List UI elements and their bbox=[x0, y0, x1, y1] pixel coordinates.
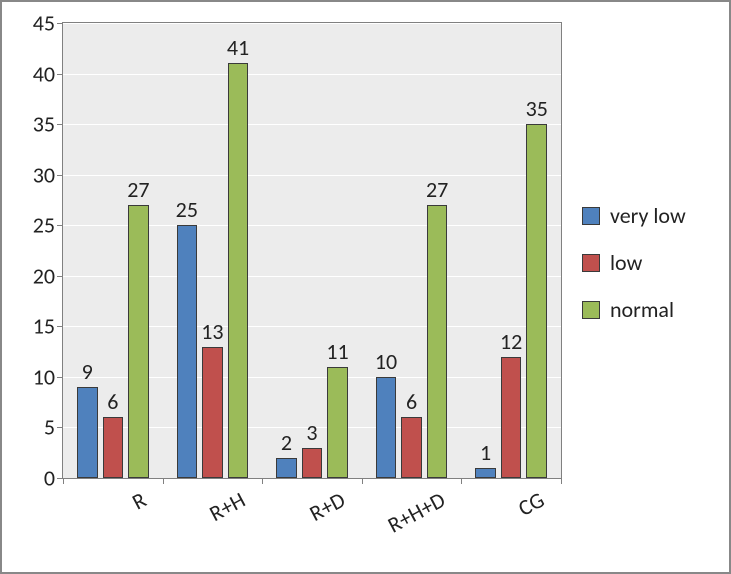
y-tick-label: 45 bbox=[33, 10, 55, 37]
bar-value-label: 11 bbox=[326, 338, 348, 365]
bar-value-label: 10 bbox=[375, 348, 397, 375]
bar-very-low bbox=[376, 377, 397, 478]
bar-value-label: 41 bbox=[227, 34, 249, 61]
legend-label: normal bbox=[610, 296, 674, 323]
y-tick-label: 15 bbox=[33, 313, 55, 340]
bar-normal bbox=[128, 205, 149, 478]
y-tick-mark bbox=[57, 427, 63, 428]
bar-very-low bbox=[276, 458, 297, 478]
gridline bbox=[63, 74, 561, 75]
legend-item-very-low: very low bbox=[582, 202, 686, 229]
bar-very-low bbox=[77, 387, 98, 478]
bar-low bbox=[501, 357, 522, 478]
y-tick-mark bbox=[57, 175, 63, 176]
bar-value-label: 35 bbox=[526, 95, 548, 122]
bar-very-low bbox=[475, 468, 496, 478]
gridline bbox=[63, 23, 561, 24]
legend-item-normal: normal bbox=[582, 296, 686, 323]
legend-label: low bbox=[610, 249, 642, 276]
bar-value-label: 2 bbox=[281, 429, 292, 456]
bar-value-label: 13 bbox=[201, 318, 223, 345]
bar-value-label: 9 bbox=[82, 358, 93, 385]
bar-low bbox=[401, 417, 422, 478]
x-tick-mark bbox=[163, 478, 164, 484]
y-tick-label: 5 bbox=[44, 414, 55, 441]
bar-value-label: 1 bbox=[480, 439, 491, 466]
bar-low bbox=[103, 417, 124, 478]
y-tick-mark bbox=[57, 23, 63, 24]
y-tick-mark bbox=[57, 377, 63, 378]
chart-frame: 0510152025303540459627R251341R+H2311R+D1… bbox=[0, 0, 731, 574]
legend-swatch bbox=[582, 254, 600, 272]
legend-item-low: low bbox=[582, 249, 686, 276]
legend: very low low normal bbox=[582, 202, 686, 343]
bar-value-label: 6 bbox=[107, 388, 118, 415]
bar-low bbox=[302, 448, 323, 478]
bar-value-label: 6 bbox=[406, 388, 417, 415]
legend-swatch bbox=[582, 207, 600, 225]
y-tick-mark bbox=[57, 326, 63, 327]
y-tick-label: 10 bbox=[33, 363, 55, 390]
y-tick-label: 35 bbox=[33, 111, 55, 138]
y-tick-label: 25 bbox=[33, 212, 55, 239]
bar-value-label: 25 bbox=[176, 196, 198, 223]
bar-very-low bbox=[177, 225, 198, 478]
bar-low bbox=[202, 347, 223, 478]
bar-value-label: 27 bbox=[127, 176, 149, 203]
x-tick-mark bbox=[63, 478, 64, 484]
y-tick-mark bbox=[57, 74, 63, 75]
x-tick-label: R bbox=[127, 486, 150, 515]
plot-area: 0510152025303540459627R251341R+H2311R+D1… bbox=[62, 22, 562, 479]
x-tick-mark bbox=[262, 478, 263, 484]
x-tick-mark bbox=[362, 478, 363, 484]
bar-normal bbox=[228, 63, 249, 478]
x-tick-label: R+H bbox=[205, 486, 250, 527]
y-tick-label: 0 bbox=[44, 465, 55, 492]
y-tick-label: 40 bbox=[33, 60, 55, 87]
y-tick-mark bbox=[57, 276, 63, 277]
x-tick-label: CG bbox=[514, 486, 549, 522]
x-tick-label: R+H+D bbox=[383, 486, 450, 539]
y-tick-label: 30 bbox=[33, 161, 55, 188]
gridline bbox=[63, 124, 561, 125]
y-tick-mark bbox=[57, 225, 63, 226]
legend-swatch bbox=[582, 301, 600, 319]
y-tick-label: 20 bbox=[33, 262, 55, 289]
bar-value-label: 12 bbox=[500, 328, 522, 355]
legend-label: very low bbox=[610, 202, 686, 229]
bar-normal bbox=[526, 124, 547, 478]
x-tick-mark bbox=[461, 478, 462, 484]
bar-value-label: 3 bbox=[306, 419, 317, 446]
y-tick-mark bbox=[57, 124, 63, 125]
x-tick-mark bbox=[561, 478, 562, 484]
x-tick-label: R+D bbox=[305, 486, 350, 527]
bar-normal bbox=[327, 367, 348, 478]
bar-value-label: 27 bbox=[426, 176, 448, 203]
bar-normal bbox=[427, 205, 448, 478]
